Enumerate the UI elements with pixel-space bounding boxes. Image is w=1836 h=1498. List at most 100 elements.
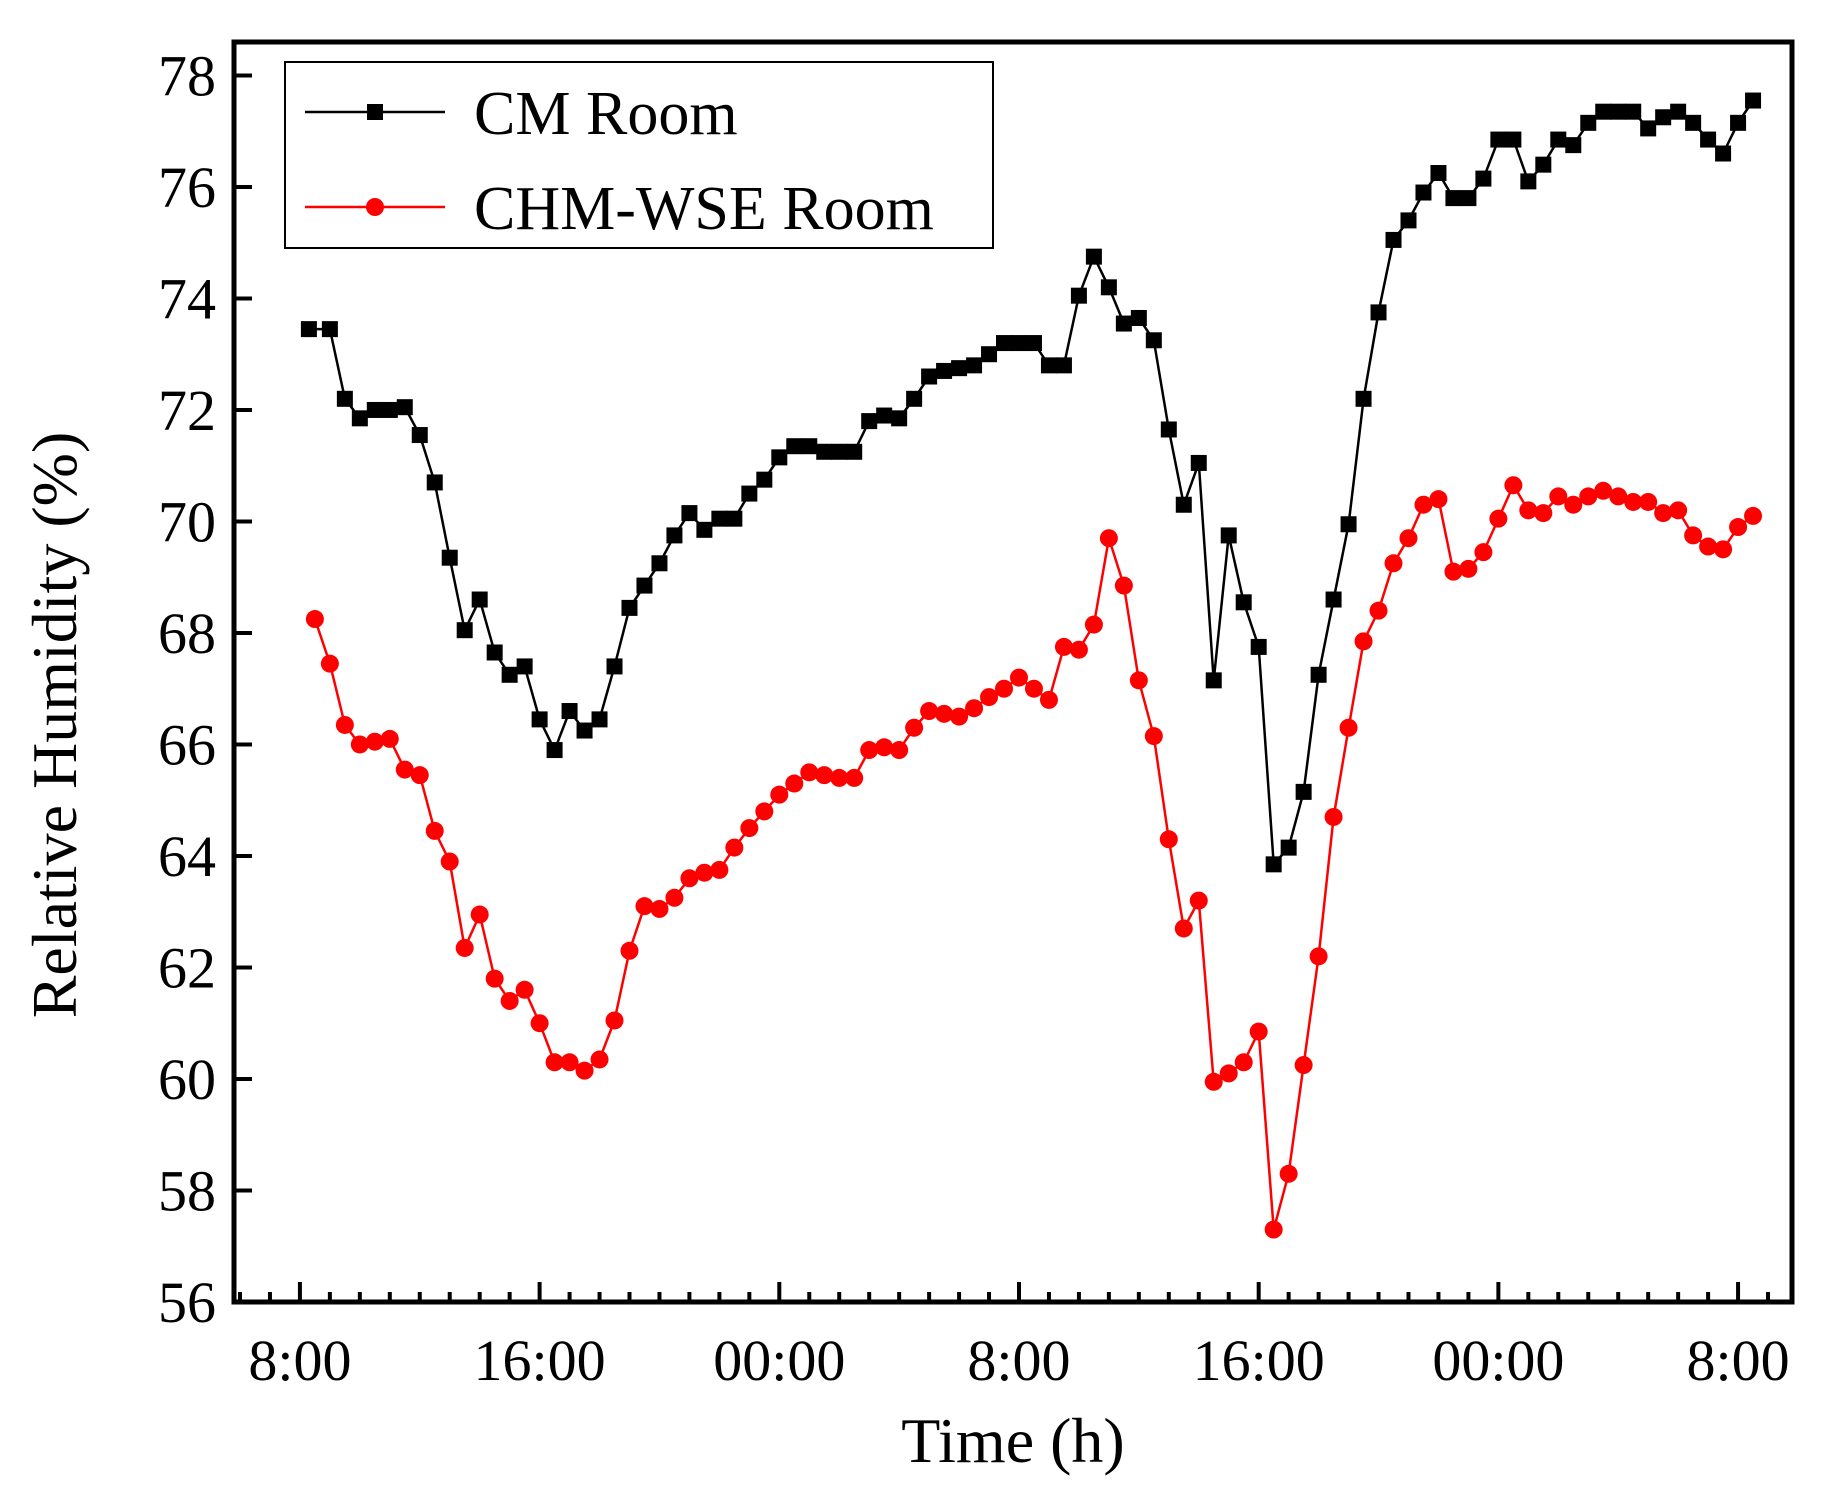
data-point <box>1565 137 1582 154</box>
data-point <box>665 888 684 907</box>
data-point <box>1324 807 1343 826</box>
data-point <box>995 679 1014 698</box>
data-point <box>1325 591 1342 608</box>
data-point <box>530 1014 549 1033</box>
data-point <box>591 711 608 728</box>
series-chm-wse-room <box>305 476 1763 1239</box>
data-point <box>651 555 668 572</box>
data-point <box>860 741 879 760</box>
data-point <box>395 760 414 779</box>
data-point <box>1205 672 1222 689</box>
data-point <box>1174 919 1193 938</box>
data-point <box>1099 529 1118 548</box>
data-point <box>380 729 399 748</box>
data-point <box>1520 173 1537 190</box>
data-point <box>1250 638 1267 655</box>
data-point <box>425 821 444 840</box>
data-point <box>1295 783 1312 800</box>
data-point <box>455 938 474 957</box>
data-point <box>905 718 924 737</box>
data-point <box>1580 114 1597 131</box>
data-point <box>1309 947 1328 966</box>
data-point <box>1115 315 1132 332</box>
data-point <box>365 732 384 751</box>
data-point <box>1475 170 1492 187</box>
y-tick-label: 72 <box>158 378 216 443</box>
data-point <box>621 599 638 616</box>
data-point <box>666 527 683 544</box>
x-tick-label: 16:00 <box>1193 1328 1325 1393</box>
x-tick-label: 00:00 <box>1432 1328 1564 1393</box>
data-point <box>726 510 743 527</box>
data-point <box>1279 1164 1298 1183</box>
data-point <box>1160 421 1177 438</box>
data-point <box>546 742 563 759</box>
data-point <box>1685 114 1702 131</box>
plot-frame <box>231 39 1795 1305</box>
data-point <box>620 941 639 960</box>
y-tick-label: 64 <box>158 824 216 889</box>
data-point <box>411 427 428 444</box>
data-point <box>1009 668 1028 687</box>
data-point <box>1399 529 1418 548</box>
data-point <box>890 741 909 760</box>
y-tick-label: 70 <box>158 489 216 554</box>
data-point <box>935 704 954 723</box>
data-point <box>1549 487 1568 506</box>
data-point <box>1415 184 1432 201</box>
data-point <box>1234 1053 1253 1072</box>
data-point <box>485 969 504 988</box>
data-point <box>1640 120 1657 137</box>
data-point <box>456 622 473 639</box>
data-point <box>891 410 908 427</box>
data-point <box>980 688 999 707</box>
y-tick-label: 76 <box>158 155 216 220</box>
y-tick-label: 68 <box>158 601 216 666</box>
data-point <box>590 1050 609 1069</box>
data-point <box>966 357 983 374</box>
data-point <box>1055 357 1072 374</box>
data-point <box>1310 666 1327 683</box>
data-point <box>770 785 789 804</box>
axis-ticks: 56 58 60 62 64 66 68 70 72 74 76 78 8:00 16:00 00:00 8:… <box>158 43 1790 1393</box>
data-point <box>1294 1056 1313 1075</box>
data-point <box>1190 454 1207 471</box>
data-point <box>740 819 759 838</box>
data-point <box>846 443 863 460</box>
data-point <box>1669 501 1688 520</box>
data-point <box>635 897 654 916</box>
data-point <box>1369 601 1388 620</box>
data-point <box>950 707 969 726</box>
data-point <box>785 774 804 793</box>
data-point <box>1715 145 1732 162</box>
data-point <box>1130 309 1147 326</box>
data-point <box>320 654 339 673</box>
data-point <box>1624 492 1643 511</box>
data-point <box>996 335 1013 352</box>
x-tick-label: 8:00 <box>248 1328 351 1393</box>
data-point <box>305 610 324 629</box>
data-point <box>786 438 803 455</box>
data-point <box>1039 690 1058 709</box>
data-point <box>1100 279 1117 296</box>
legend-marker <box>367 104 383 120</box>
data-point <box>936 362 953 379</box>
series-cm-room <box>300 92 1762 873</box>
data-point <box>321 321 338 338</box>
x-tick-label: 00:00 <box>713 1328 845 1393</box>
data-point <box>486 644 503 661</box>
data-point <box>921 368 938 385</box>
legend: CM Room CHM-WSE Room <box>284 61 994 249</box>
x-tick-label: 8:00 <box>967 1328 1070 1393</box>
data-point <box>1249 1022 1268 1041</box>
y-axis-label: Relative Humidity (%) <box>19 432 90 1019</box>
data-point <box>1085 248 1102 265</box>
data-point <box>1505 131 1522 148</box>
data-point <box>1670 103 1687 120</box>
data-point <box>300 321 317 338</box>
data-point <box>1519 501 1538 520</box>
data-point <box>1744 506 1763 525</box>
data-point <box>741 485 758 502</box>
data-point <box>516 658 533 675</box>
data-point <box>1414 495 1433 514</box>
